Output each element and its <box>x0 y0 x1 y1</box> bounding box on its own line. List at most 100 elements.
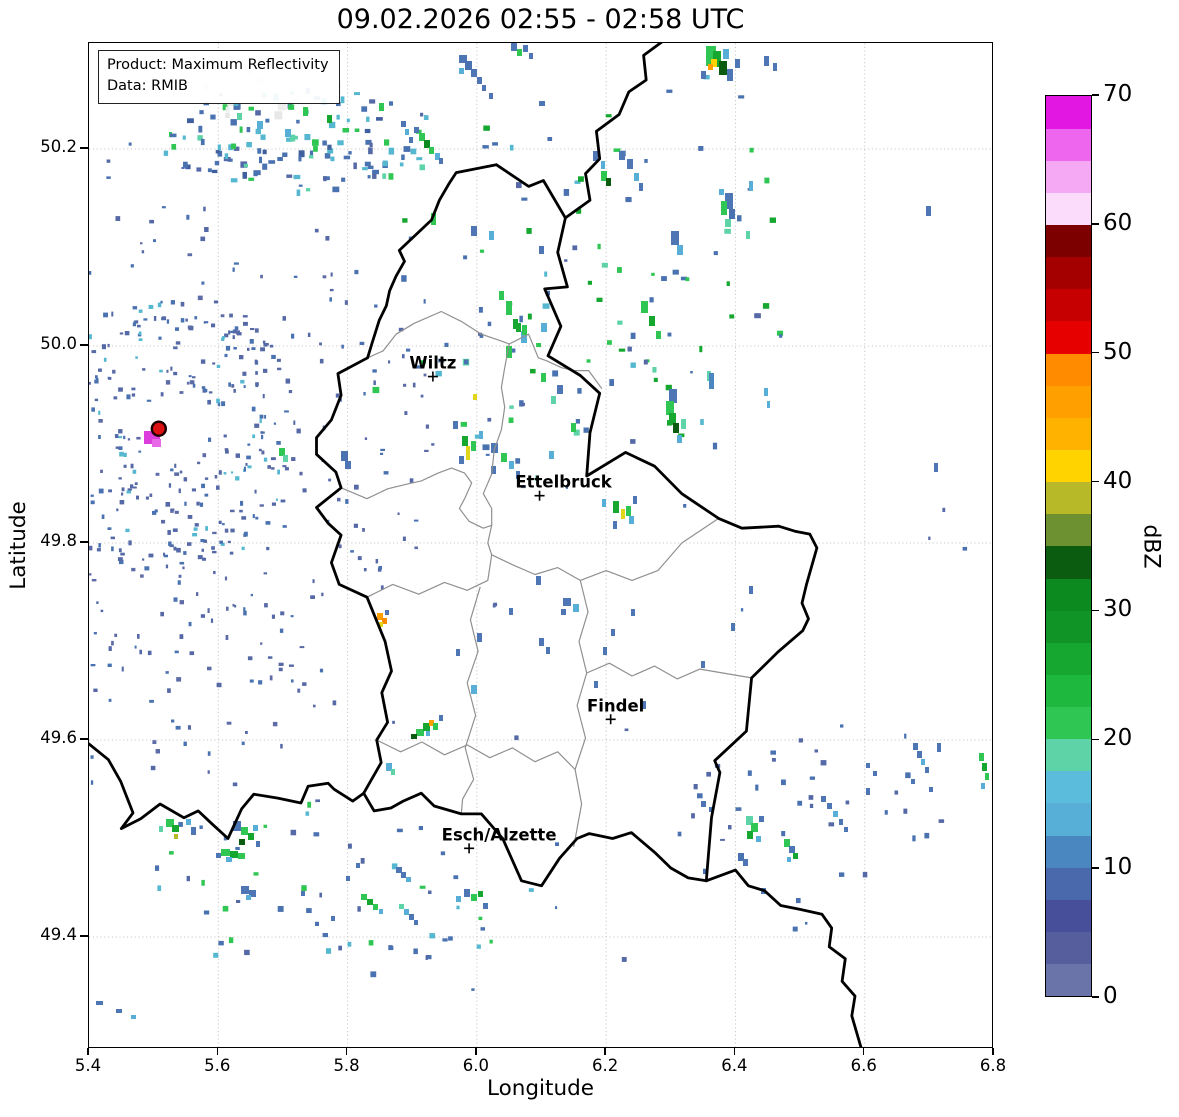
radar-echo-speck <box>246 455 251 460</box>
radar-echo-speck <box>666 89 673 93</box>
radar-echo-speck <box>136 436 141 440</box>
radar-echo-speck <box>419 360 426 364</box>
radar-echo-cell <box>926 206 931 216</box>
radar-echo-speck <box>170 508 175 511</box>
radar-echo-speck <box>158 336 162 340</box>
radar-echo-speck <box>203 910 210 915</box>
radar-echo-speck <box>233 146 240 151</box>
radar-echo-speck <box>165 671 169 674</box>
radar-echo-speck <box>346 118 350 123</box>
radar-echo-cell <box>478 891 483 897</box>
radar-echo-speck <box>509 405 514 409</box>
radar-echo-speck <box>685 277 690 282</box>
radar-echo-speck <box>200 236 206 242</box>
radar-echo-speck <box>221 401 226 407</box>
radar-echo-cell <box>937 743 941 752</box>
radar-echo-speck <box>425 955 432 960</box>
radar-echo-cell <box>929 787 933 792</box>
radar-echo-speck <box>280 499 286 503</box>
radar-echo-speck <box>423 373 427 377</box>
radar-echo-speck <box>644 159 648 163</box>
radar-echo-speck <box>267 465 271 469</box>
radar-echo-speck <box>225 635 229 640</box>
radar-echo-speck <box>232 267 235 272</box>
radar-echo-speck <box>839 872 845 877</box>
colorbar-segment <box>1046 770 1091 804</box>
radar-echo-speck <box>118 477 122 480</box>
radar-echo-cell <box>669 413 676 425</box>
radar-echo-speck <box>928 536 931 540</box>
radar-echo-speck <box>157 302 162 308</box>
radar-echo-cell <box>361 894 367 900</box>
radar-echo-speck <box>123 452 127 457</box>
radar-echo-cell <box>756 836 761 842</box>
radar-echo-speck <box>132 469 137 474</box>
radar-echo-speck <box>242 315 248 318</box>
radar-echo-speck <box>217 401 221 407</box>
radar-echo-speck <box>276 441 281 445</box>
radar-echo-speck <box>196 592 199 596</box>
radar-echo-speck <box>149 219 154 224</box>
radar-echo-speck <box>299 471 303 476</box>
radar-echo-speck <box>117 436 123 439</box>
radar-echo-speck <box>373 380 376 386</box>
radar-echo-cell <box>627 159 633 169</box>
radar-echo-cell <box>708 64 713 70</box>
radar-echo-speck <box>278 662 284 666</box>
radar-echo-speck <box>203 539 207 543</box>
radar-echo-speck <box>315 921 319 926</box>
radar-echo-speck <box>366 116 370 122</box>
radar-echo-speck <box>368 940 374 946</box>
radar-echo-speck <box>326 948 332 954</box>
radar-echo-speck <box>176 547 181 553</box>
radar-echo-speck <box>380 448 385 451</box>
radar-echo-speck <box>319 892 322 898</box>
radar-echo-cell <box>489 231 494 240</box>
radar-echo-speck <box>246 127 251 133</box>
radar-echo-speck <box>808 795 814 800</box>
radar-echo-cell <box>226 857 232 862</box>
radar-echo-speck <box>330 156 335 162</box>
radar-echo-speck <box>319 342 322 346</box>
radar-echo-cell <box>513 319 518 329</box>
radar-echo-speck <box>239 126 243 133</box>
radar-echo-speck <box>413 948 418 955</box>
radar-echo-speck <box>254 489 257 494</box>
radar-echo-speck <box>388 945 393 951</box>
radar-echo-speck <box>912 835 916 842</box>
radar-echo-speck <box>298 150 305 158</box>
radar-echo-speck <box>563 189 570 196</box>
radar-echo-speck <box>123 435 126 440</box>
radar-echo-speck <box>542 303 550 309</box>
radar-echo-speck <box>115 216 121 221</box>
radar-echo-speck <box>255 516 259 520</box>
radar-echo-speck <box>265 521 271 525</box>
radar-echo-speck <box>119 500 125 505</box>
radar-echo-speck <box>130 463 134 469</box>
radar-echo-speck <box>576 208 582 214</box>
radar-echo-speck <box>338 945 342 951</box>
radar-echo-speck <box>132 486 137 489</box>
radar-echo-cell <box>631 609 635 616</box>
radar-echo-cell <box>673 423 679 433</box>
radar-echo-speck <box>255 371 258 375</box>
colorbar-segment <box>1046 642 1091 675</box>
radar-echo-cell <box>465 61 472 70</box>
radar-echo-speck <box>263 457 268 462</box>
radar-echo-speck <box>191 488 196 492</box>
radar-echo-speck <box>224 153 229 160</box>
radar-echo-speck <box>165 502 171 507</box>
radar-echo-speck <box>428 890 432 894</box>
radar-echo-cell <box>509 608 513 615</box>
radar-echo-speck <box>233 389 236 393</box>
radar-echo-cell <box>406 877 411 882</box>
radar-echo-speck <box>372 386 380 394</box>
radar-echo-speck <box>601 262 608 268</box>
radar-echo-speck <box>116 508 119 512</box>
radar-echo-speck <box>199 110 204 115</box>
radar-echo-speck <box>251 347 256 350</box>
radar-echo-cell <box>529 53 533 59</box>
radar-echo-speck <box>307 332 311 337</box>
radar-echo-speck <box>194 316 198 320</box>
radar-echo-speck <box>204 493 209 497</box>
